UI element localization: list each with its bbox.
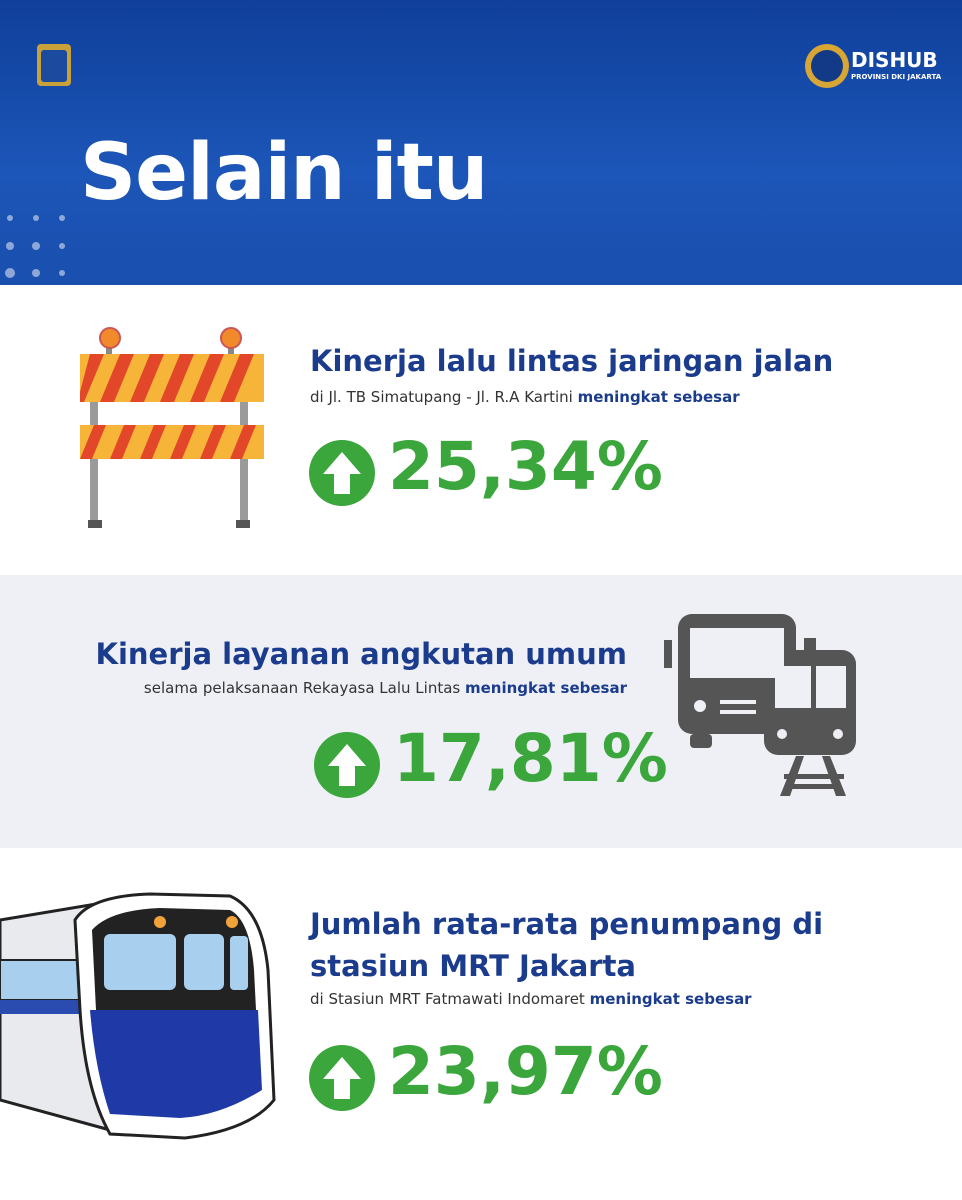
up-arrow-icon <box>309 1045 375 1111</box>
item-subtitle: di Stasiun MRT Fatmawati Indomaret menin… <box>310 990 752 1008</box>
up-arrow-icon <box>309 440 375 506</box>
up-arrow-icon <box>314 732 380 798</box>
subtitle-text: di Stasiun MRT Fatmawati Indomaret <box>310 990 585 1008</box>
subtitle-bold: meningkat sebesar <box>577 388 740 406</box>
subtitle-bold: meningkat sebesar <box>589 990 752 1008</box>
item-subtitle: di Jl. TB Simatupang - Jl. R.A Kartini m… <box>310 388 740 406</box>
header-decor <box>5 44 849 278</box>
logo-subtext: PROVINSI DKI JAKARTA <box>851 73 942 81</box>
subtitle-bold: meningkat sebesar <box>465 679 627 697</box>
header <box>0 0 962 285</box>
item-subtitle: selama pelaksanaan Rekayasa Lalu Lintas … <box>144 679 627 697</box>
subtitle-text: di Jl. TB Simatupang - Jl. R.A Kartini <box>310 388 573 406</box>
item-title: Jumlah rata-rata penumpang di <box>310 907 824 941</box>
item-title: Kinerja layanan angkutan umum <box>95 637 628 671</box>
item-value: 25,34% <box>388 428 663 505</box>
barrier-icon <box>80 327 264 528</box>
item-title: stasiun MRT Jakarta <box>310 949 636 983</box>
item-title: Kinerja lalu lintas jaringan jalan <box>310 344 834 378</box>
header-title: Selain itu <box>80 128 488 218</box>
logo-text: DISHUB <box>851 48 938 72</box>
item-value: 17,81% <box>393 720 668 797</box>
subtitle-text: selama pelaksanaan Rekayasa Lalu Lintas <box>143 679 461 697</box>
mrt-icon <box>0 892 276 1140</box>
bus-train-icon <box>664 614 856 796</box>
item-value: 23,97% <box>388 1033 663 1110</box>
